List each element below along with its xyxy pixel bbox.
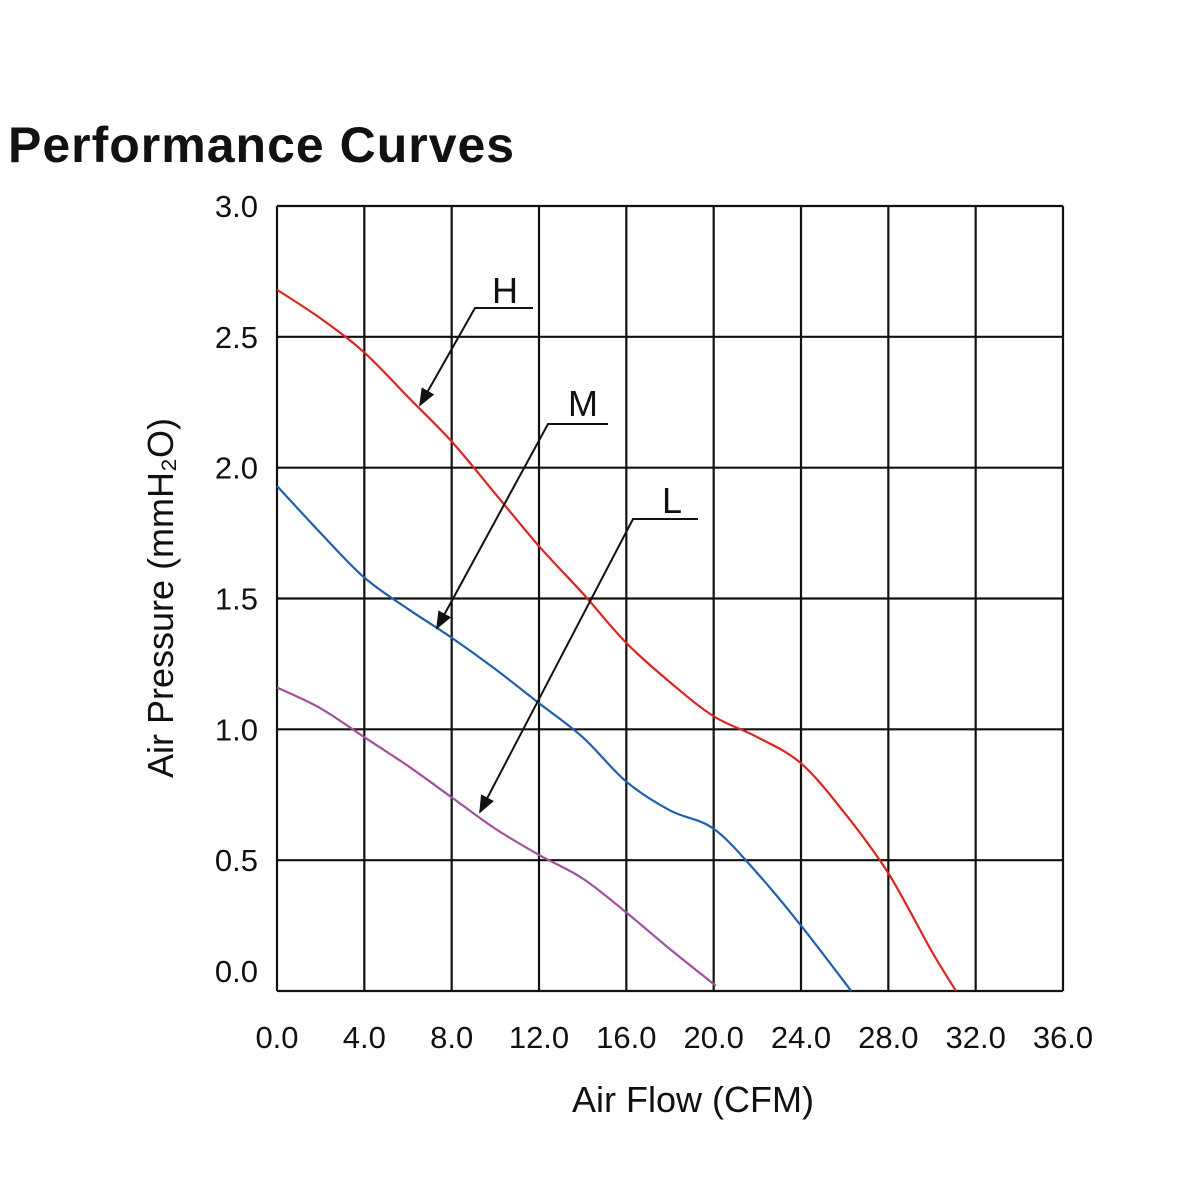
y-tick-label: 3.0 xyxy=(215,189,258,224)
curve-m xyxy=(276,485,853,992)
arrow-m xyxy=(436,423,608,630)
y-tick-label: 1.0 xyxy=(215,712,258,747)
y-tick-label: 1.5 xyxy=(215,582,258,617)
x-tick-label: 28.0 xyxy=(858,1020,918,1055)
x-tick-label: 0.0 xyxy=(255,1020,298,1055)
y-tick-label: 2.5 xyxy=(215,320,258,355)
curve-label-h: H xyxy=(492,270,518,311)
y-tick-label: 2.0 xyxy=(215,451,258,486)
x-axis-label: Air Flow (CFM) xyxy=(572,1079,814,1120)
annotations: H M L xyxy=(419,270,698,814)
x-tick-label: 12.0 xyxy=(509,1020,569,1055)
curves xyxy=(276,288,957,992)
x-tick-labels: 0.0 4.0 8.0 12.0 16.0 20.0 24.0 28.0 32.0 36.0 xyxy=(255,1020,1093,1055)
x-tick-label: 16.0 xyxy=(596,1020,656,1055)
chart-title: Performance Curves xyxy=(8,117,515,173)
x-tick-label: 32.0 xyxy=(945,1020,1005,1055)
curve-h xyxy=(276,288,957,992)
x-tick-label: 20.0 xyxy=(683,1020,743,1055)
y-tick-label: 0.5 xyxy=(215,843,258,878)
y-tick-label: 0.0 xyxy=(215,954,258,989)
y-tick-labels: 0.0 0.5 1.0 1.5 2.0 2.5 3.0 xyxy=(215,189,258,989)
curve-label-m: M xyxy=(568,383,598,424)
x-tick-label: 8.0 xyxy=(430,1020,473,1055)
curve-label-l: L xyxy=(662,480,682,521)
curve-l xyxy=(276,686,717,987)
grid xyxy=(275,204,1065,993)
x-tick-label: 4.0 xyxy=(343,1020,386,1055)
x-tick-label: 24.0 xyxy=(771,1020,831,1055)
y-axis-label: Air Pressure (mmH₂O) xyxy=(140,418,181,778)
arrow-h xyxy=(419,307,533,407)
x-tick-label: 36.0 xyxy=(1033,1020,1093,1055)
arrow-l xyxy=(479,518,698,814)
